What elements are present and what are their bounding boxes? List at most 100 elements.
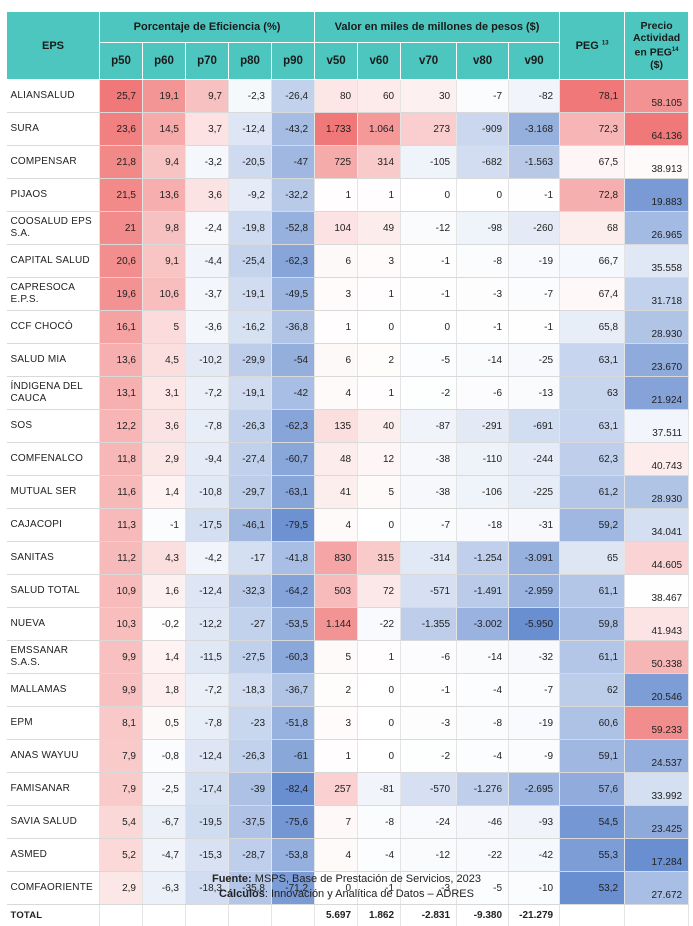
peg-cell: 55,3 bbox=[560, 839, 625, 872]
col-header-p80: p80 bbox=[229, 43, 272, 80]
total-empty-cell bbox=[560, 905, 625, 926]
value-cell-v60: 49 bbox=[358, 212, 401, 245]
efficiency-cell-p80: -9,2 bbox=[229, 179, 272, 212]
col-header-p60: p60 bbox=[143, 43, 186, 80]
efficiency-cell-p60: 1,6 bbox=[143, 575, 186, 608]
total-value-v80: -9.380 bbox=[457, 905, 509, 926]
value-cell-v80: -18 bbox=[457, 509, 509, 542]
value-cell-v90: -82 bbox=[509, 80, 560, 113]
eps-name: EMSSANAR S.A.S. bbox=[7, 641, 100, 674]
efficiency-cell-p80: -23 bbox=[229, 707, 272, 740]
value-cell-v90: -260 bbox=[509, 212, 560, 245]
efficiency-cell-p60: -1 bbox=[143, 509, 186, 542]
efficiency-cell-p70: -7,8 bbox=[186, 410, 229, 443]
value-cell-v90: -2.959 bbox=[509, 575, 560, 608]
efficiency-cell-p70: -10,8 bbox=[186, 476, 229, 509]
peg-cell: 59,8 bbox=[560, 608, 625, 641]
total-value-v70: -2.831 bbox=[401, 905, 457, 926]
price-cell: 19.883 bbox=[625, 179, 689, 212]
value-cell-v50: 725 bbox=[315, 146, 358, 179]
efficiency-cell-p70: -2,4 bbox=[186, 212, 229, 245]
value-cell-v70: -2 bbox=[401, 377, 457, 410]
value-cell-v70: -314 bbox=[401, 542, 457, 575]
efficiency-cell-p90: -52,8 bbox=[272, 212, 315, 245]
value-cell-v50: 41 bbox=[315, 476, 358, 509]
value-cell-v90: -93 bbox=[509, 806, 560, 839]
efficiency-cell-p60: 4,5 bbox=[143, 344, 186, 377]
value-cell-v50: 1 bbox=[315, 311, 358, 344]
price-cell: 28.930 bbox=[625, 476, 689, 509]
value-cell-v90: -19 bbox=[509, 707, 560, 740]
value-cell-v80: -291 bbox=[457, 410, 509, 443]
value-cell-v80: -14 bbox=[457, 344, 509, 377]
value-cell-v70: 0 bbox=[401, 311, 457, 344]
peg-cell: 63 bbox=[560, 377, 625, 410]
value-cell-v60: 2 bbox=[358, 344, 401, 377]
value-cell-v90: -13 bbox=[509, 377, 560, 410]
efficiency-cell-p50: 12,2 bbox=[100, 410, 143, 443]
value-cell-v70: -2 bbox=[401, 740, 457, 773]
eps-name: ANAS WAYUU bbox=[7, 740, 100, 773]
value-cell-v90: -42 bbox=[509, 839, 560, 872]
value-cell-v80: -4 bbox=[457, 740, 509, 773]
eps-name: SALUD TOTAL bbox=[7, 575, 100, 608]
price-cell: 38.467 bbox=[625, 575, 689, 608]
efficiency-cell-p90: -54 bbox=[272, 344, 315, 377]
efficiency-cell-p50: 9,9 bbox=[100, 641, 143, 674]
efficiency-cell-p90: -60,3 bbox=[272, 641, 315, 674]
price-cell: 40.743 bbox=[625, 443, 689, 476]
efficiency-cell-p50: 8,1 bbox=[100, 707, 143, 740]
value-cell-v60: -8 bbox=[358, 806, 401, 839]
value-cell-v70: 30 bbox=[401, 80, 457, 113]
value-cell-v50: 1 bbox=[315, 179, 358, 212]
efficiency-cell-p50: 25,7 bbox=[100, 80, 143, 113]
value-cell-v60: 72 bbox=[358, 575, 401, 608]
price-cell: 50.338 bbox=[625, 641, 689, 674]
efficiency-cell-p90: -82,4 bbox=[272, 773, 315, 806]
efficiency-cell-p60: -2,5 bbox=[143, 773, 186, 806]
efficiency-cell-p80: -26,3 bbox=[229, 410, 272, 443]
efficiency-cell-p90: -43,2 bbox=[272, 113, 315, 146]
efficiency-table: EPS Porcentaje de Eficiencia (%) Valor e… bbox=[6, 11, 689, 926]
price-cell: 17.284 bbox=[625, 839, 689, 872]
efficiency-cell-p70: -12,4 bbox=[186, 740, 229, 773]
value-cell-v80: 0 bbox=[457, 179, 509, 212]
peg-cell: 61,1 bbox=[560, 575, 625, 608]
value-cell-v80: -106 bbox=[457, 476, 509, 509]
efficiency-cell-p60: 9,8 bbox=[143, 212, 186, 245]
efficiency-cell-p70: -7,2 bbox=[186, 674, 229, 707]
source-line: Fuente: MSPS, Base de Prestación de Serv… bbox=[0, 872, 693, 887]
eps-name: SANITAS bbox=[7, 542, 100, 575]
efficiency-cell-p90: -51,8 bbox=[272, 707, 315, 740]
efficiency-cell-p90: -79,5 bbox=[272, 509, 315, 542]
value-cell-v60: 5 bbox=[358, 476, 401, 509]
peg-cell: 65,8 bbox=[560, 311, 625, 344]
value-cell-v70: -5 bbox=[401, 344, 457, 377]
value-cell-v90: -32 bbox=[509, 641, 560, 674]
efficiency-cell-p50: 16,1 bbox=[100, 311, 143, 344]
efficiency-cell-p90: -64,2 bbox=[272, 575, 315, 608]
value-cell-v50: 503 bbox=[315, 575, 358, 608]
total-label: TOTAL bbox=[7, 905, 100, 926]
efficiency-cell-p80: -16,2 bbox=[229, 311, 272, 344]
value-cell-v60: 1 bbox=[358, 641, 401, 674]
efficiency-cell-p70: -17,4 bbox=[186, 773, 229, 806]
price-cell: 20.546 bbox=[625, 674, 689, 707]
peg-cell: 63,1 bbox=[560, 410, 625, 443]
efficiency-cell-p70: 3,7 bbox=[186, 113, 229, 146]
efficiency-cell-p60: -6,7 bbox=[143, 806, 186, 839]
value-cell-v60: 0 bbox=[358, 740, 401, 773]
efficiency-cell-p90: -60,7 bbox=[272, 443, 315, 476]
value-cell-v90: -3.168 bbox=[509, 113, 560, 146]
eps-name: ASMED bbox=[7, 839, 100, 872]
efficiency-cell-p50: 21 bbox=[100, 212, 143, 245]
price-cell: 37.511 bbox=[625, 410, 689, 443]
value-cell-v60: 1 bbox=[358, 179, 401, 212]
peg-cell: 72,3 bbox=[560, 113, 625, 146]
efficiency-cell-p80: -17 bbox=[229, 542, 272, 575]
